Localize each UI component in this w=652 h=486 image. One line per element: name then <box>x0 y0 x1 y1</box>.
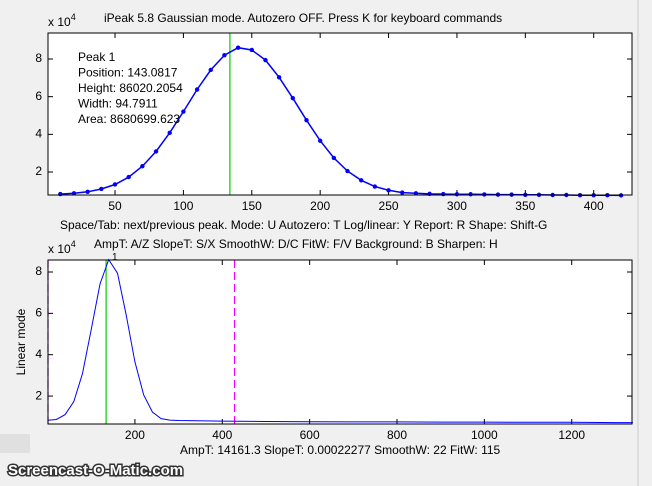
data-point <box>358 178 364 183</box>
annotation: Area: 8680699.623 <box>78 112 180 126</box>
x-tick-label: 400 <box>212 428 232 442</box>
annotation: Position: 143.0817 <box>78 66 178 80</box>
data-point <box>290 95 296 101</box>
y-tick-label: 6 <box>35 306 42 320</box>
multiplier-base: x 10 <box>48 15 71 29</box>
y-tick-label: 8 <box>35 51 42 65</box>
x-tick-label: 250 <box>379 199 399 213</box>
multiplier-exponent: 4 <box>71 12 76 22</box>
data-point <box>181 109 186 114</box>
data-point <box>317 138 323 143</box>
x-tick-label: 400 <box>584 199 604 213</box>
y-multiplier: x 104 <box>48 12 76 29</box>
data-point <box>194 87 200 92</box>
data-point <box>249 47 254 53</box>
y-multiplier: x 104 <box>48 239 76 256</box>
title: iPeak 5.8 Gaussian mode. Autozero OFF. P… <box>104 11 502 25</box>
data-point <box>208 67 213 73</box>
x-tick-label: 200 <box>310 199 330 213</box>
data-point <box>99 186 104 192</box>
help-line: Space/Tab: next/previous peak. Mode: U A… <box>60 218 547 232</box>
y-tick-label: 8 <box>35 264 42 278</box>
plot-frame <box>47 32 633 196</box>
x-tick-label: 50 <box>108 199 122 213</box>
plot-frame <box>47 259 633 425</box>
x-tick-label: 1000 <box>471 428 498 442</box>
data-point <box>482 192 487 197</box>
data-point <box>441 191 446 197</box>
annotation: Width: 94.7911 <box>78 97 158 111</box>
y-tick-label: 4 <box>35 347 42 361</box>
x-tick-label: 100 <box>173 199 193 213</box>
data-point <box>304 118 309 123</box>
plot-area <box>48 260 632 424</box>
data-point <box>331 155 337 161</box>
data-point <box>372 184 378 189</box>
x-tick-label: 350 <box>515 199 535 213</box>
multiplier-exponent: 4 <box>71 239 76 249</box>
data-point <box>112 182 118 187</box>
annotation: Peak 1 <box>78 50 116 64</box>
data-point <box>263 57 268 63</box>
x-tick-label: 800 <box>387 428 407 442</box>
data-point <box>85 189 90 194</box>
data-point <box>71 191 77 196</box>
data-point <box>413 191 419 196</box>
x-tick-label: 200 <box>125 428 145 442</box>
data-point <box>58 191 63 197</box>
x-tick-label: 300 <box>447 199 467 213</box>
plot-area <box>48 33 632 195</box>
data-point <box>345 168 350 174</box>
data-point <box>222 53 227 58</box>
peak-label: 1 <box>112 252 118 263</box>
signal-line <box>47 258 633 424</box>
x-tick-label: 1200 <box>558 428 585 442</box>
help-line: AmpT: A/Z SlopeT: S/X SmoothW: D/C FitW:… <box>94 237 498 251</box>
data-point <box>153 149 159 154</box>
data-point <box>454 192 460 197</box>
data-point <box>386 188 391 193</box>
status-line: AmpT: 14161.3 SlopeT: 0.00022277 SmoothW… <box>180 443 501 457</box>
watermark: Screencast-O-Matic.com <box>8 462 183 479</box>
data-point <box>140 163 145 169</box>
y-tick-label: 2 <box>35 164 42 178</box>
data-point <box>468 192 473 197</box>
x-tick-label: 600 <box>300 428 320 442</box>
data-point <box>126 174 131 180</box>
x-tick-label: 150 <box>242 199 262 213</box>
data-point <box>235 45 241 50</box>
annotation: Height: 86020.2054 <box>78 81 183 95</box>
y-tick-label: 6 <box>35 89 42 103</box>
y-axis-label: Linear mode <box>14 308 28 375</box>
data-point <box>167 130 172 136</box>
data-point <box>400 190 405 195</box>
y-tick-label: 2 <box>35 388 42 402</box>
panel <box>0 434 30 453</box>
multiplier-base: x 10 <box>48 242 71 256</box>
y-tick-label: 4 <box>35 127 42 141</box>
data-point <box>276 75 282 80</box>
